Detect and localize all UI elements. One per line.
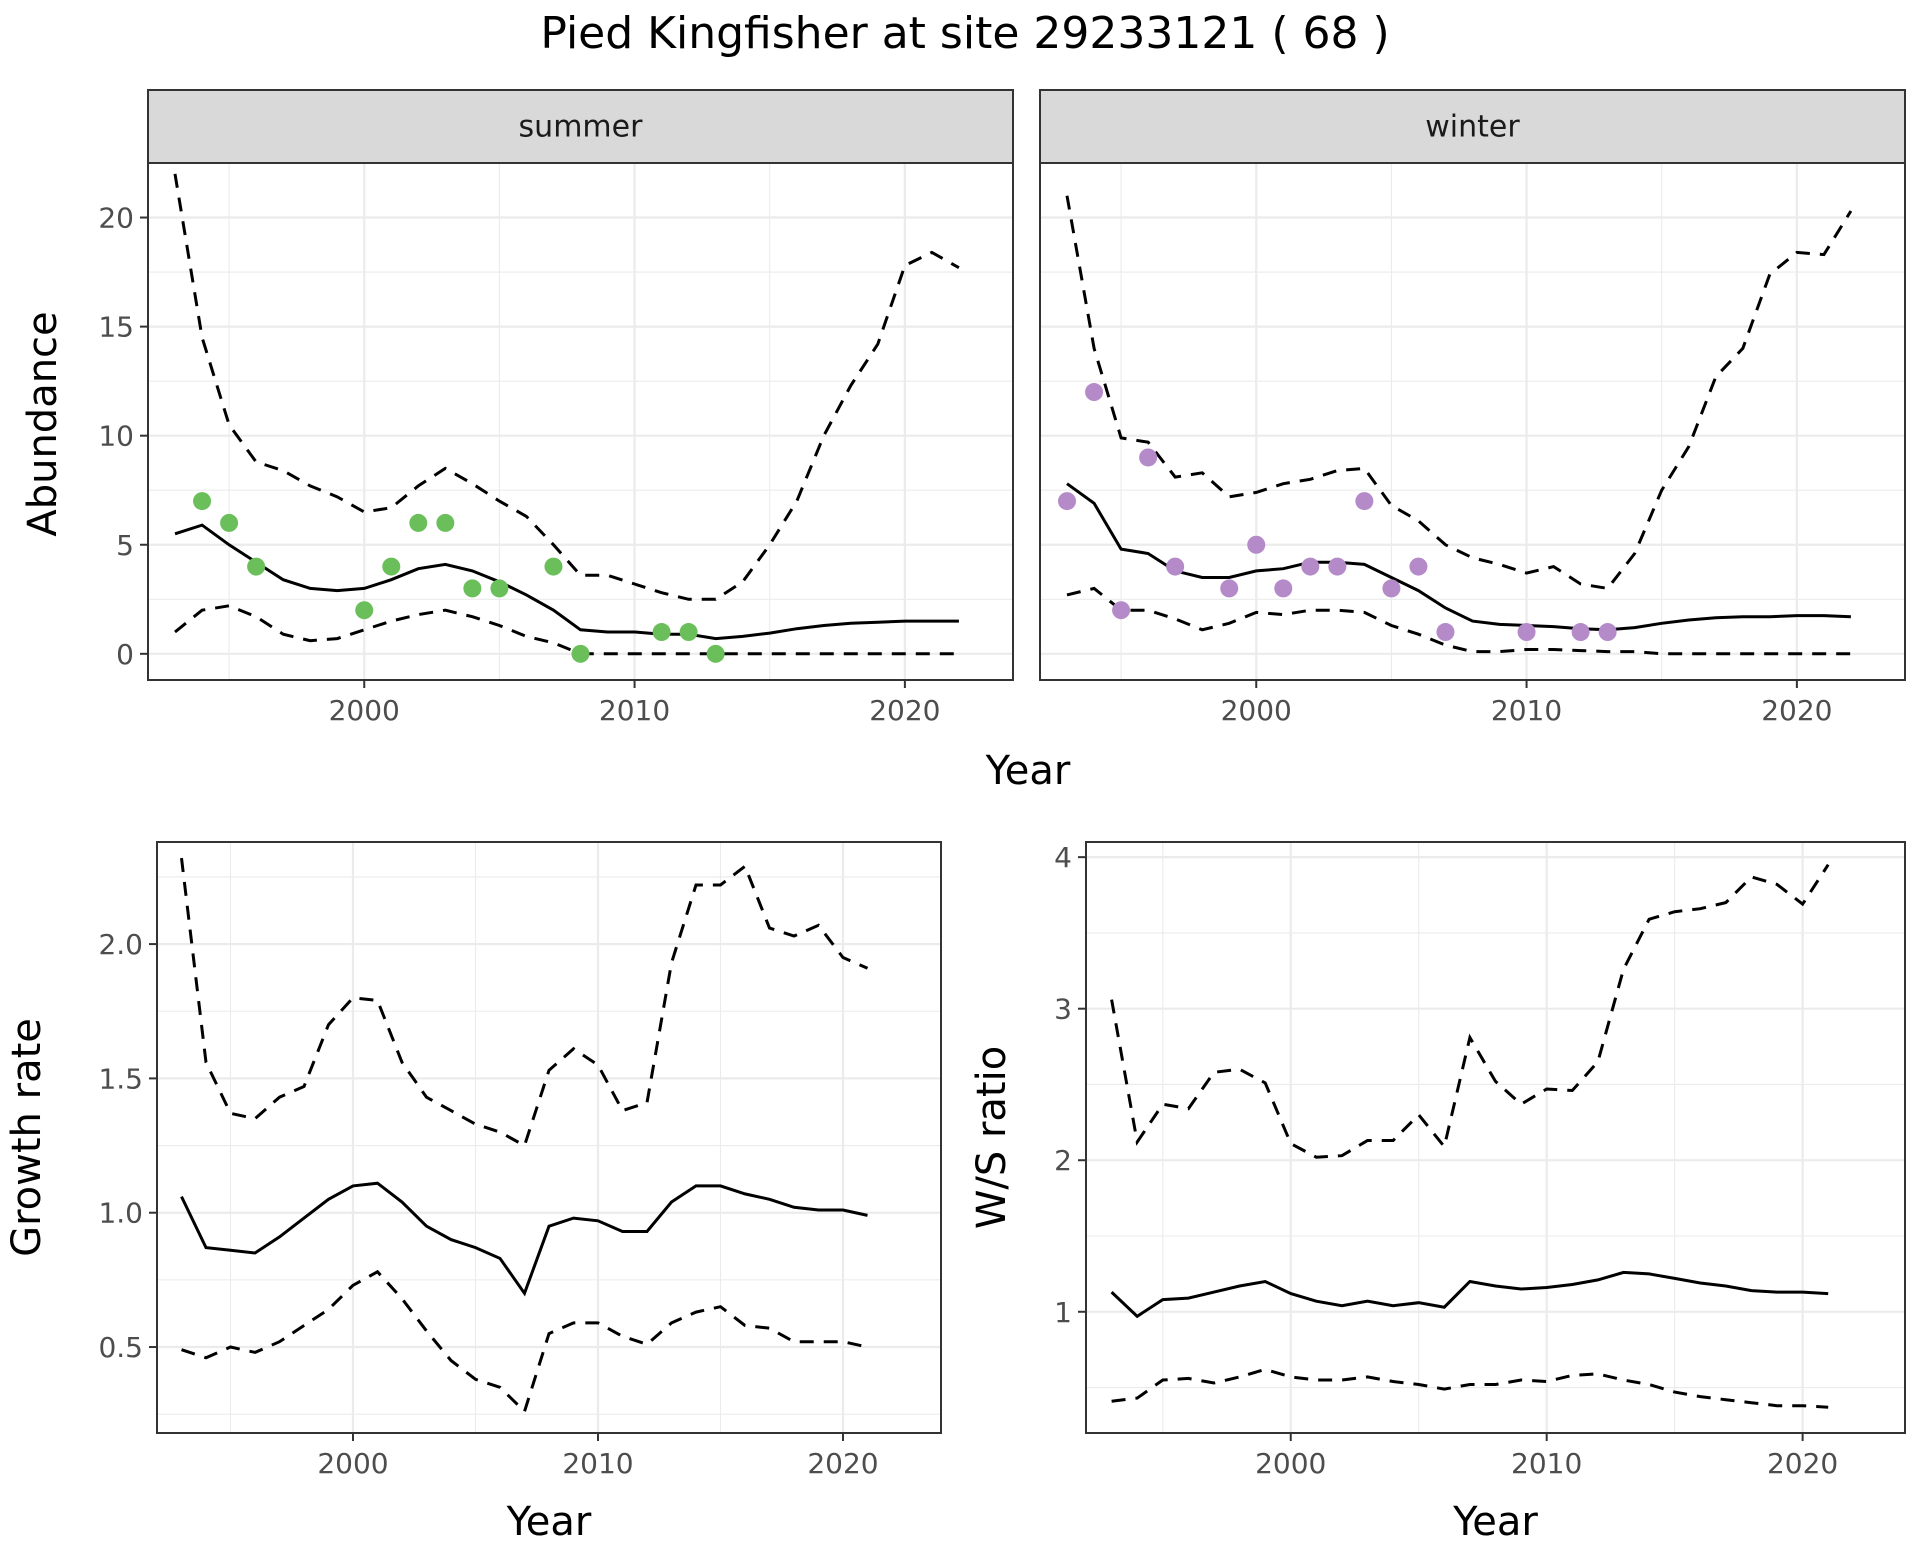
facet-strip (1039, 89, 1906, 164)
observed-point (1382, 579, 1401, 598)
x-tick-label: 2020 (1761, 694, 1832, 727)
y-tick-label: 1.0 (98, 1197, 143, 1230)
observed-point (1247, 535, 1266, 554)
observed-point (1085, 383, 1104, 402)
y-tick-label: 1 (1054, 1296, 1072, 1329)
y-tick-label: 0.5 (98, 1331, 143, 1364)
observed-point (1139, 448, 1158, 467)
observed-point (220, 513, 239, 532)
observed-point (1409, 557, 1428, 576)
observed-point (355, 601, 374, 620)
observed-point (1436, 623, 1455, 642)
x-tick-label: 2020 (807, 1447, 878, 1480)
observed-point (1058, 492, 1077, 511)
plot-area (148, 163, 1013, 680)
x-tick-label: 2010 (1511, 1447, 1582, 1480)
x-tick-label: 2010 (1491, 694, 1562, 727)
observed-point (1328, 557, 1347, 576)
plot-area (1086, 842, 1905, 1433)
facet-strip-label: summer (519, 110, 644, 145)
x-tick-label: 2020 (869, 694, 940, 727)
panel-border (156, 841, 942, 1434)
chart-title: Pied Kingfisher at site 29233121 ( 68 ) (540, 8, 1389, 59)
x-tick-label: 2000 (317, 1447, 388, 1480)
estimate-line (1110, 1270, 1829, 1319)
observed-point (382, 557, 401, 576)
y-tick-label: 15 (98, 311, 134, 344)
observed-point (652, 623, 671, 642)
upper-line (180, 857, 869, 1148)
panel-winter-abundance: winter 2000 2010 2020 (1039, 89, 1906, 727)
observed-point (1166, 557, 1185, 576)
observed-point (1571, 623, 1590, 642)
x-tick-label: 2010 (562, 1447, 633, 1480)
y-tick-label: 2.0 (98, 928, 143, 961)
observed-point (409, 513, 428, 532)
panel-ws-ratio: 2000 2010 2020 1 2 3 4 Year W/S ratio (969, 841, 1906, 1545)
observed-point (1598, 623, 1617, 642)
observed-point (436, 513, 455, 532)
observed-point (463, 579, 482, 598)
y-axis-title: Growth rate (4, 1018, 50, 1257)
y-tick-label: 2 (1054, 1144, 1072, 1177)
x-axis-title: Year (506, 1499, 592, 1545)
y-tick-label: 10 (98, 420, 134, 453)
y-tick-label: 0 (116, 638, 134, 671)
top-x-axis-title: Year (985, 748, 1071, 794)
observed-point (1355, 492, 1374, 511)
x-tick-label: 2010 (599, 694, 670, 727)
lower-line (1111, 1367, 1829, 1409)
x-tick-label: 2000 (1221, 694, 1292, 727)
facet-strip (147, 89, 1014, 164)
y-tick-label: 3 (1054, 993, 1072, 1026)
y-tick-label: 1.5 (98, 1062, 143, 1095)
x-axis-title: Year (1452, 1499, 1538, 1545)
y-tick-label: 4 (1054, 841, 1072, 874)
y-tick-label: 5 (116, 529, 134, 562)
y-tick-label: 20 (98, 202, 134, 235)
estimate-line (180, 1181, 868, 1297)
estimate-line (174, 523, 959, 641)
lower-line (174, 604, 959, 656)
observed-point (544, 557, 563, 576)
observed-point (1220, 579, 1239, 598)
panel-growth-rate: 2000 2010 2020 0.5 1.0 1.5 2.0 Year Growth rate (4, 841, 942, 1545)
panel-border (1085, 841, 1906, 1434)
top-y-axis-title: Abundance (20, 311, 66, 536)
facet-strip-label: winter (1425, 110, 1520, 145)
estimate-line (1066, 482, 1851, 632)
y-axis-title: W/S ratio (969, 1046, 1015, 1229)
observed-point (571, 644, 590, 663)
x-tick-label: 2020 (1767, 1447, 1838, 1480)
observed-point (679, 623, 698, 642)
panel-summer-abundance: summer 2000 2010 2020 0 5 10 15 20 (98, 89, 1014, 727)
observed-point (490, 579, 509, 598)
observed-point (1301, 557, 1320, 576)
observed-point (1112, 601, 1131, 620)
observed-point (1517, 623, 1536, 642)
upper-line (1065, 195, 1853, 591)
upper-line (1110, 863, 1830, 1159)
upper-line (173, 173, 960, 601)
lower-line (181, 1269, 868, 1415)
observed-point (706, 644, 725, 663)
observed-point (247, 557, 266, 576)
x-tick-label: 2000 (1255, 1447, 1326, 1480)
x-tick-label: 2000 (329, 694, 400, 727)
plot-area (1040, 163, 1905, 680)
observed-point (193, 492, 212, 511)
observed-point (1274, 579, 1293, 598)
lower-line (1066, 586, 1851, 656)
